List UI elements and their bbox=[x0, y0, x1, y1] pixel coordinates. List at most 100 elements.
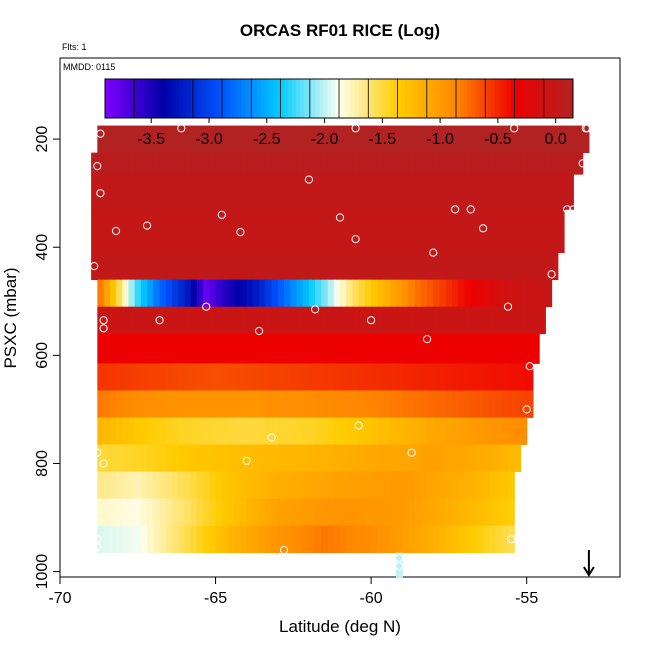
heatmap-cell bbox=[327, 417, 335, 445]
heatmap-cell bbox=[97, 471, 105, 500]
heatmap-cell bbox=[346, 125, 354, 154]
flight-point bbox=[479, 224, 488, 233]
heatmap-cell bbox=[234, 363, 242, 391]
heatmap-cell bbox=[402, 279, 410, 308]
heatmap-cell bbox=[514, 174, 522, 210]
heatmap-cell bbox=[240, 471, 248, 500]
heatmap-cell bbox=[315, 125, 322, 154]
heatmap-cell bbox=[464, 363, 472, 391]
heatmap-cell bbox=[109, 279, 117, 308]
plot-frame bbox=[59, 57, 621, 578]
heatmap-cell bbox=[196, 525, 204, 554]
heatmap-cell bbox=[165, 252, 173, 281]
heatmap-cell bbox=[308, 471, 316, 500]
heatmap-cell bbox=[159, 174, 167, 210]
heatmap-cell bbox=[358, 306, 366, 335]
heatmap-cell bbox=[265, 174, 273, 210]
flight-point bbox=[93, 543, 102, 552]
heatmap-cell bbox=[178, 279, 186, 308]
heatmap-cell bbox=[414, 363, 422, 391]
heatmap-cell bbox=[290, 417, 298, 445]
heatmap-cell bbox=[147, 525, 154, 554]
heatmap-cell bbox=[103, 333, 111, 364]
heatmap-cell bbox=[122, 471, 130, 500]
colorbar-swatch bbox=[440, 79, 445, 118]
colorbar-swatch bbox=[331, 79, 336, 118]
heatmap-cell bbox=[489, 174, 497, 210]
heatmap-cell bbox=[178, 174, 186, 210]
heatmap-cell bbox=[172, 417, 179, 445]
heatmap-cell bbox=[321, 390, 329, 418]
heatmap-cell bbox=[259, 252, 266, 281]
heatmap-cell bbox=[439, 390, 447, 418]
heatmap-cell bbox=[321, 125, 329, 154]
heatmap-cell bbox=[377, 525, 385, 554]
heatmap-cell bbox=[483, 174, 490, 210]
heatmap-cell bbox=[340, 152, 347, 175]
heatmap-cell bbox=[520, 333, 528, 364]
heatmap-cell bbox=[383, 525, 391, 554]
heatmap-cell bbox=[402, 209, 410, 254]
heatmap-cell bbox=[178, 498, 186, 527]
y-tick-label: 400 bbox=[34, 234, 51, 261]
colorbar-swatch bbox=[261, 79, 266, 118]
heatmap-cell bbox=[308, 306, 316, 335]
heatmap-cell bbox=[209, 444, 217, 472]
heatmap-cell bbox=[184, 125, 192, 154]
heatmap-cell bbox=[221, 471, 229, 500]
heatmap-cell bbox=[514, 444, 522, 472]
heatmap-cell bbox=[315, 152, 322, 175]
heatmap-cell bbox=[134, 444, 142, 472]
colorbar-swatch bbox=[120, 79, 125, 118]
heatmap-cell bbox=[476, 174, 484, 210]
heatmap-cell bbox=[140, 417, 148, 445]
heatmap-cell bbox=[427, 471, 434, 500]
heatmap-cell bbox=[109, 498, 117, 527]
colorbar-swatch bbox=[229, 79, 235, 118]
colorbar-swatch bbox=[233, 79, 239, 118]
heatmap-cell bbox=[439, 444, 447, 472]
heatmap-cell bbox=[296, 152, 304, 175]
heatmap-cell bbox=[420, 279, 428, 308]
heatmap-cell bbox=[352, 125, 360, 154]
heatmap-cell bbox=[178, 390, 186, 418]
heatmap-cell bbox=[489, 444, 497, 472]
heatmap-cell bbox=[252, 333, 260, 364]
colorbar-swatch bbox=[502, 79, 508, 118]
heatmap-cell bbox=[340, 306, 347, 335]
heatmap-cell bbox=[427, 498, 434, 527]
heatmap-cell bbox=[570, 152, 578, 175]
heatmap-cell bbox=[371, 152, 378, 175]
heatmap-cell bbox=[383, 363, 391, 391]
heatmap-cell bbox=[97, 279, 105, 308]
heatmap-cell bbox=[134, 152, 142, 175]
heatmap-cell bbox=[489, 252, 497, 281]
heatmap-cell bbox=[203, 417, 210, 445]
heatmap-cell bbox=[296, 444, 304, 472]
heatmap-cell bbox=[178, 209, 186, 254]
heatmap-cell bbox=[327, 174, 335, 210]
heatmap-cell bbox=[172, 471, 179, 500]
heatmap-cell bbox=[327, 279, 335, 308]
colorbar-swatch bbox=[495, 79, 500, 118]
heatmap-cell bbox=[321, 252, 329, 281]
heatmap-cell bbox=[209, 209, 217, 254]
heatmap-cell bbox=[203, 363, 210, 391]
heatmap-cell bbox=[439, 306, 447, 335]
heatmap-cell bbox=[91, 209, 98, 254]
heatmap-cell bbox=[209, 125, 217, 154]
heatmap-cell bbox=[364, 279, 372, 308]
heatmap-cell bbox=[234, 333, 242, 364]
heatmap-cell bbox=[308, 209, 316, 254]
heatmap-cell bbox=[277, 417, 285, 445]
heatmap-cell bbox=[103, 471, 111, 500]
colorbar-swatch bbox=[175, 79, 180, 118]
heatmap-cell bbox=[147, 363, 154, 391]
heatmap-cell bbox=[464, 471, 472, 500]
heatmap-cell bbox=[346, 471, 354, 500]
heatmap-cell bbox=[327, 471, 335, 500]
heatmap-cell bbox=[209, 279, 217, 308]
heatmap-cell bbox=[246, 498, 254, 527]
heatmap-cell bbox=[389, 333, 397, 364]
heatmap-cell bbox=[389, 471, 397, 500]
